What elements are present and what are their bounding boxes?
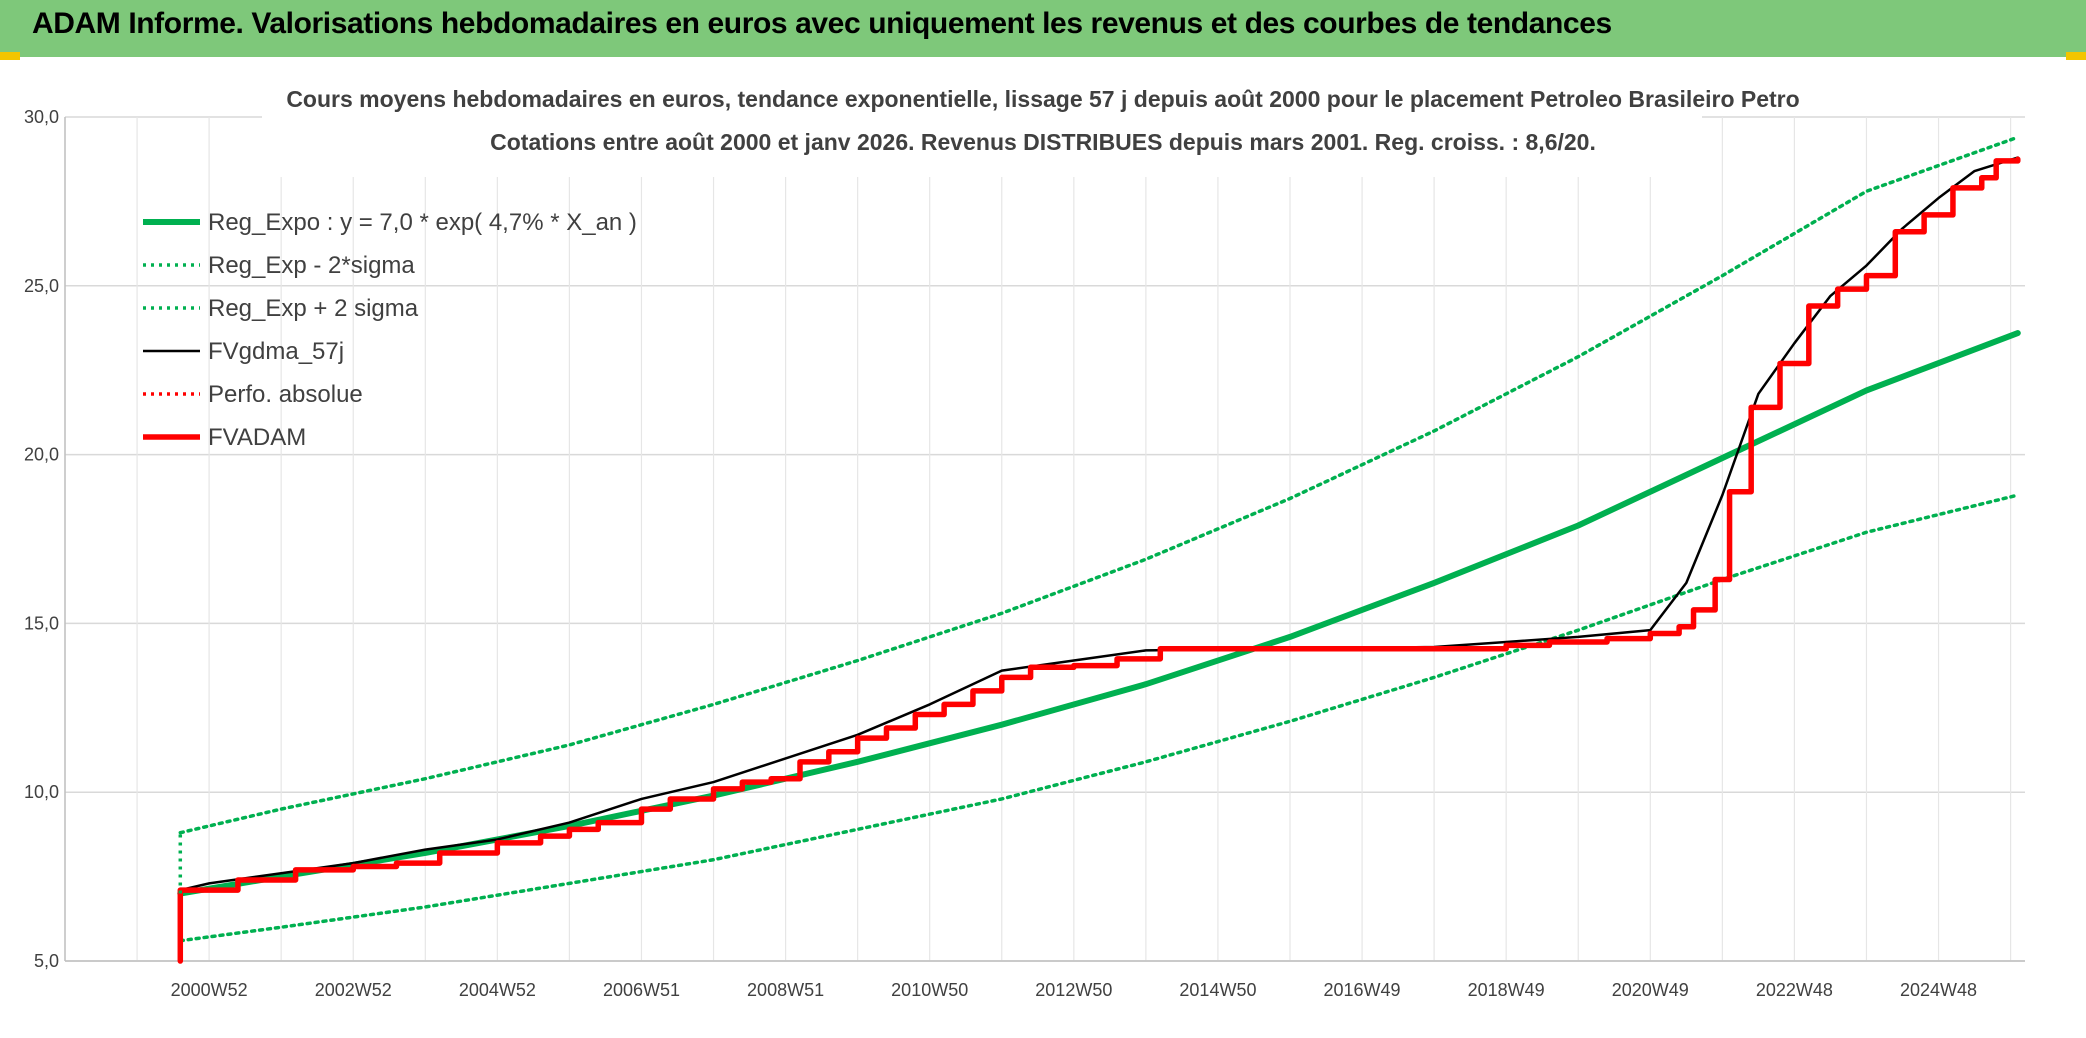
y-tick-label: 5,0	[34, 951, 59, 971]
series-line-1	[177, 330, 2021, 897]
x-tick-label: 2002W52	[315, 980, 392, 1000]
legend-label: Reg_Exp - 2*sigma	[208, 252, 415, 279]
x-tick-label: 2022W48	[1756, 980, 1833, 1000]
legend-label: Reg_Expo : y = 7,0 * exp( 4,7% * X_an )	[208, 209, 637, 236]
report-title: ADAM Informe. Valorisations hebdomadaire…	[32, 7, 1612, 40]
chart-title-background	[262, 77, 1702, 177]
x-tick-label: 2000W52	[171, 980, 248, 1000]
corner-accent-left	[0, 52, 20, 60]
chart-legend: Reg_Expo : y = 7,0 * exp( 4,7% * X_an ) R…	[143, 209, 637, 451]
report-header-bar: ADAM Informe. Valorisations hebdomadaire…	[0, 0, 2086, 57]
y-tick-label: 10,0	[24, 782, 59, 802]
y-tick-label: 20,0	[24, 445, 59, 465]
chart-title: Cours moyens hebdomadaires en euros, ten…	[286, 86, 1799, 112]
y-tick-label: 25,0	[24, 276, 59, 296]
legend-label: Perfo. absolue	[208, 381, 363, 408]
legend-label: FVgdma_57j	[208, 338, 344, 365]
grid-layer	[64, 116, 2025, 962]
corner-accent-right	[2066, 52, 2086, 60]
axis-layer: 5,0 10,0 15,0 20,0 25,0 30,0 2000W52 2002W52 200…	[24, 107, 2025, 1000]
price-chart: 5,0 10,0 15,0 20,0 25,0 30,0 2000W52 2002W52 200…	[24, 77, 2025, 1000]
y-tick-label: 30,0	[24, 107, 59, 127]
series-line-3	[178, 135, 2020, 835]
x-tick-label: 2004W52	[459, 980, 536, 1000]
legend-label: FVADAM	[208, 424, 306, 451]
x-tick-label: 2016W49	[1324, 980, 1401, 1000]
series-line-4	[179, 156, 2020, 892]
x-tick-label: 2008W51	[747, 980, 824, 1000]
x-tick-label: 2018W49	[1468, 980, 1545, 1000]
y-tick-label: 15,0	[24, 613, 59, 633]
x-tick-label: 2024W48	[1900, 980, 1977, 1000]
chart-subtitle: Cotations entre août 2000 et janv 2026. …	[490, 129, 1596, 155]
x-tick-label: 2010W50	[891, 980, 968, 1000]
series-layer	[177, 135, 2021, 964]
series-line-6	[177, 156, 2021, 964]
x-tick-label: 2012W50	[1035, 980, 1112, 1000]
x-tick-label: 2006W51	[603, 980, 680, 1000]
series-line-2	[178, 493, 2020, 943]
legend-label: Reg_Exp + 2 sigma	[208, 295, 419, 322]
x-tick-label: 2014W50	[1179, 980, 1256, 1000]
x-tick-label: 2020W49	[1612, 980, 1689, 1000]
